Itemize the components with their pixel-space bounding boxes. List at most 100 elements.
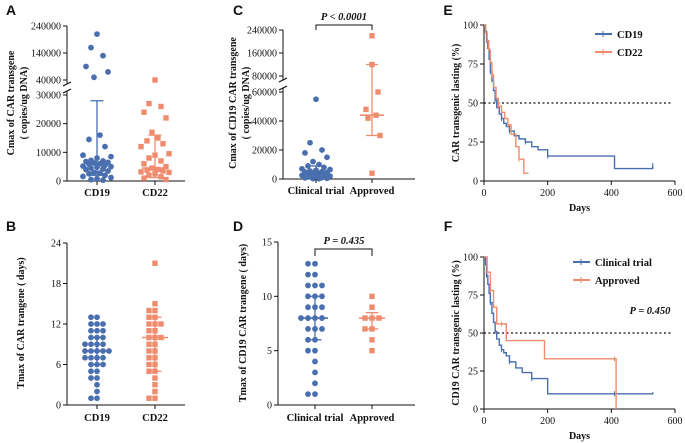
data-point (163, 163, 169, 170)
data-point (146, 395, 152, 401)
data-point (146, 172, 152, 178)
data-point (302, 174, 308, 181)
data-point (158, 174, 164, 180)
data-point (97, 170, 103, 176)
data-point (146, 328, 152, 334)
data-point (86, 170, 92, 177)
p-value-label: P < 0.0001 (321, 12, 367, 23)
data-point (88, 327, 94, 334)
data-point (312, 347, 318, 354)
data-point (158, 321, 164, 327)
survival-curve-cd22 (484, 24, 529, 174)
data-point (146, 355, 152, 361)
data-point (105, 168, 111, 174)
data-point (158, 103, 164, 110)
x-tick-label: Clinical trial (288, 186, 345, 197)
x-tick-label: Approved (350, 413, 395, 424)
y-tick-label: 0 (56, 177, 61, 188)
data-point (152, 382, 158, 388)
data-point (146, 321, 152, 327)
x-tick-label: 600 (668, 188, 683, 199)
survival-curve-approved (484, 256, 617, 409)
data-point (312, 369, 318, 376)
data-point (88, 368, 94, 375)
data-point (298, 315, 304, 321)
data-point (80, 173, 86, 180)
data-point (377, 132, 383, 139)
data-point (144, 167, 150, 173)
data-point (158, 158, 164, 164)
y-tick-label: 140000 (31, 49, 61, 60)
data-point (152, 388, 158, 395)
data-point (305, 347, 311, 354)
data-point (312, 260, 318, 267)
data-point (144, 138, 150, 144)
data-point (94, 388, 100, 395)
data-point (102, 143, 108, 150)
data-point (312, 282, 318, 289)
data-point (305, 304, 311, 311)
data-point (166, 151, 172, 157)
data-point (88, 176, 94, 183)
data-point (88, 165, 94, 172)
data-point (305, 336, 311, 343)
data-point (155, 135, 161, 141)
y-tick-label: 20000 (36, 119, 61, 130)
significance-bracket (314, 248, 373, 256)
data-point (149, 129, 155, 135)
data-point (100, 166, 106, 172)
panel-letter-c: C (233, 2, 243, 18)
data-point (319, 147, 325, 153)
data-point (369, 293, 375, 300)
data-point (100, 341, 106, 348)
data-point (166, 169, 172, 176)
data-point (102, 172, 108, 179)
data-point (312, 358, 318, 365)
data-point (141, 161, 147, 167)
data-point (152, 307, 158, 314)
y-axis-label: Tmax of CAR trangene ( days) (16, 257, 27, 388)
data-point (94, 395, 100, 402)
data-point (307, 139, 313, 146)
data-point (100, 354, 106, 361)
x-tick-label: 400 (604, 188, 619, 199)
data-point (141, 109, 147, 115)
y-tick-label: 25 (468, 367, 478, 378)
data-point (100, 321, 106, 327)
data-point (94, 321, 100, 327)
data-point (91, 169, 97, 176)
data-point (88, 321, 94, 327)
data-point (94, 327, 100, 334)
data-point (152, 395, 158, 401)
x-tick-label: CD22 (142, 413, 168, 424)
data-point (141, 175, 147, 181)
data-point (155, 166, 161, 173)
data-point (146, 155, 152, 161)
data-point (152, 77, 158, 83)
data-point (94, 314, 100, 321)
y-tick-label: 160000 (247, 49, 277, 60)
data-point (88, 44, 94, 51)
y-tick-label: 100 (463, 253, 478, 264)
data-point (100, 327, 106, 334)
data-point (324, 175, 330, 182)
data-point (146, 100, 152, 107)
y-tick-label: 240000 (247, 26, 277, 37)
data-point (369, 304, 375, 310)
data-point (319, 326, 325, 332)
y-tick-label: 240000 (31, 22, 61, 33)
data-point (321, 164, 327, 171)
x-tick-label: 400 (604, 416, 619, 427)
data-point (319, 304, 325, 311)
data-point (302, 150, 308, 156)
data-point (369, 170, 375, 176)
y-tick-label: 12 (51, 320, 61, 331)
data-point (100, 52, 106, 59)
data-point (105, 69, 111, 75)
data-point (375, 89, 381, 95)
y-axis-label: Tmax of CD19 CAR trangene ( days) (238, 244, 249, 402)
y-tick-label: 0 (267, 401, 272, 412)
data-point (88, 314, 94, 321)
x-tick-label: Approved (350, 186, 395, 197)
